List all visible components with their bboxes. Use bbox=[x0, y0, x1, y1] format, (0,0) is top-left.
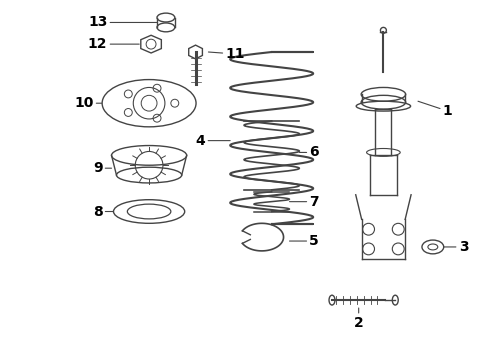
Text: 1: 1 bbox=[417, 101, 451, 118]
Text: 6: 6 bbox=[299, 145, 318, 159]
Text: 11: 11 bbox=[208, 47, 244, 61]
Text: 5: 5 bbox=[289, 234, 319, 248]
Text: 7: 7 bbox=[289, 195, 318, 209]
Text: 9: 9 bbox=[93, 161, 111, 175]
Text: 12: 12 bbox=[88, 37, 139, 51]
Text: 13: 13 bbox=[88, 15, 157, 30]
Text: 4: 4 bbox=[195, 134, 230, 148]
Text: 2: 2 bbox=[353, 308, 363, 330]
Text: 10: 10 bbox=[74, 96, 102, 110]
Text: 8: 8 bbox=[93, 204, 113, 219]
Text: 3: 3 bbox=[443, 240, 468, 254]
